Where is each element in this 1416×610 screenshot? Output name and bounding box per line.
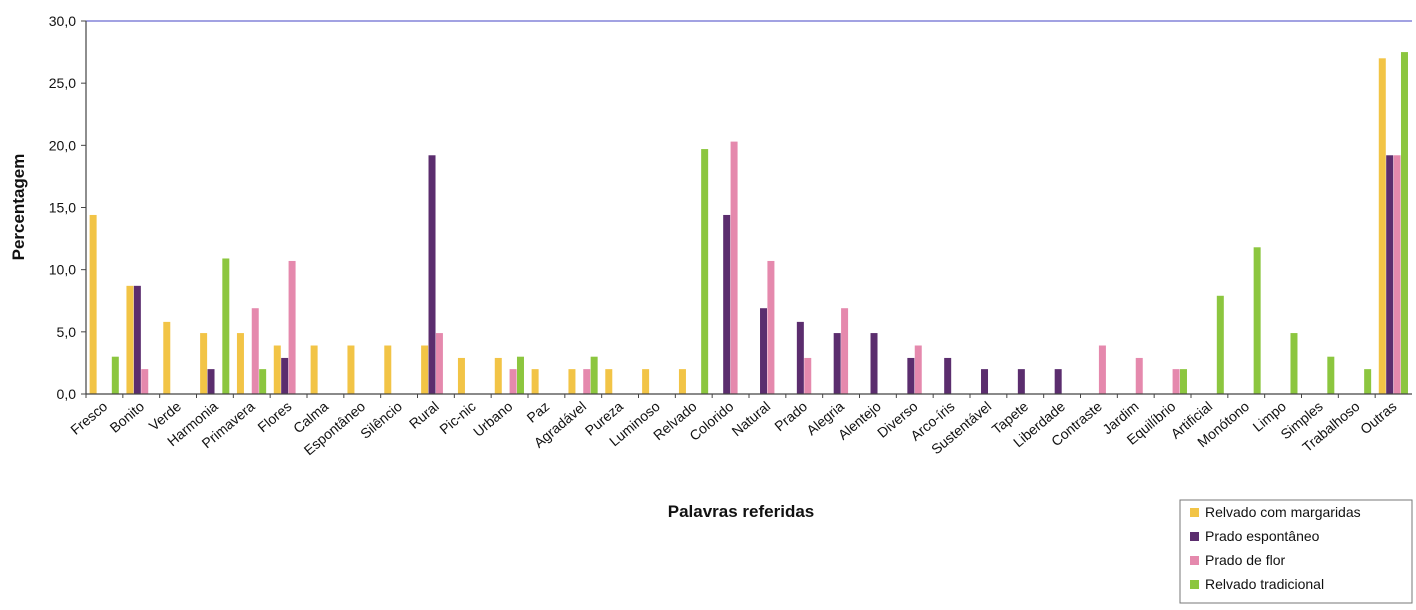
bar	[1017, 369, 1025, 394]
y-tick-label: 5,0	[57, 324, 77, 340]
bar	[384, 345, 392, 394]
bar	[133, 285, 141, 394]
bar	[141, 369, 149, 394]
bar	[89, 214, 97, 394]
bar	[347, 345, 355, 394]
legend-swatch	[1190, 508, 1199, 517]
bar	[494, 357, 502, 394]
x-tick-label: Natural	[728, 398, 773, 439]
x-tick-label: Fresco	[67, 398, 110, 438]
y-tick-label: 15,0	[49, 200, 76, 216]
bar	[1290, 333, 1298, 394]
bar	[457, 357, 465, 394]
bar	[126, 285, 134, 394]
bar	[1327, 356, 1335, 394]
bar	[1378, 58, 1386, 395]
bar	[288, 260, 296, 394]
bar	[1364, 369, 1372, 394]
x-tick-label: Outras	[1357, 398, 1399, 437]
x-tick-label: Flores	[254, 398, 294, 435]
x-tick-label: Urbano	[470, 398, 516, 440]
y-tick-label: 20,0	[49, 137, 76, 153]
bar	[200, 333, 208, 394]
legend: Relvado com margaridas Prado espontâneo Pr…	[1179, 499, 1413, 604]
legend-swatch	[1190, 532, 1199, 541]
bar	[163, 321, 171, 394]
bar	[251, 308, 259, 394]
y-tick-label: 10,0	[49, 262, 76, 278]
bar	[1253, 247, 1261, 394]
bar	[833, 333, 841, 394]
bar	[981, 369, 989, 394]
y-tick-label: 0,0	[57, 386, 77, 402]
bar	[1135, 357, 1143, 394]
bar	[804, 357, 812, 394]
bar	[701, 149, 709, 394]
bar	[1172, 369, 1180, 394]
bar	[273, 345, 281, 394]
bar	[590, 356, 598, 394]
bar	[310, 345, 318, 394]
bar	[730, 141, 738, 394]
bar	[1386, 155, 1394, 394]
bar	[421, 345, 429, 394]
bar	[583, 369, 591, 394]
bar	[723, 214, 731, 394]
bar	[944, 357, 952, 394]
bar	[1400, 52, 1408, 394]
bar	[605, 369, 613, 394]
legend-label: Relvado com margaridas	[1205, 504, 1361, 520]
legend-swatch	[1190, 556, 1199, 565]
bar	[1393, 155, 1401, 394]
legend-label: Prado de flor	[1205, 552, 1285, 568]
x-axis-title: Palavras referidas	[668, 502, 815, 521]
bar	[796, 321, 804, 394]
bar	[568, 369, 576, 394]
bar	[236, 333, 244, 394]
bar	[1179, 369, 1187, 394]
y-tick-label: 25,0	[49, 75, 76, 91]
x-tick-label: Bonito	[106, 398, 147, 436]
legend-label: Prado espontâneo	[1205, 528, 1320, 544]
bar	[435, 333, 443, 394]
bar	[428, 155, 436, 394]
x-tick-label: Silêncio	[357, 398, 405, 442]
bar	[760, 308, 768, 394]
bar	[907, 357, 915, 394]
bar	[531, 369, 539, 394]
legend-swatch	[1190, 580, 1199, 589]
bar	[207, 369, 215, 394]
bar	[259, 369, 267, 394]
y-tick-label: 30,0	[49, 13, 76, 29]
bar	[914, 345, 922, 394]
legend-box	[1179, 499, 1413, 604]
bar	[767, 260, 775, 394]
y-axis-title: Percentagem	[9, 154, 28, 261]
bar	[111, 356, 119, 394]
bar	[281, 357, 289, 394]
bar	[222, 258, 230, 394]
bar	[841, 308, 849, 394]
legend-label: Relvado tradicional	[1205, 576, 1324, 592]
bar	[1054, 369, 1062, 394]
bar	[678, 369, 686, 394]
bar	[1098, 345, 1106, 394]
bar	[509, 369, 517, 394]
bar	[642, 369, 650, 394]
bar	[870, 333, 878, 394]
bar	[1216, 295, 1224, 394]
bar	[516, 356, 524, 394]
x-tick-label: Paz	[524, 398, 553, 426]
